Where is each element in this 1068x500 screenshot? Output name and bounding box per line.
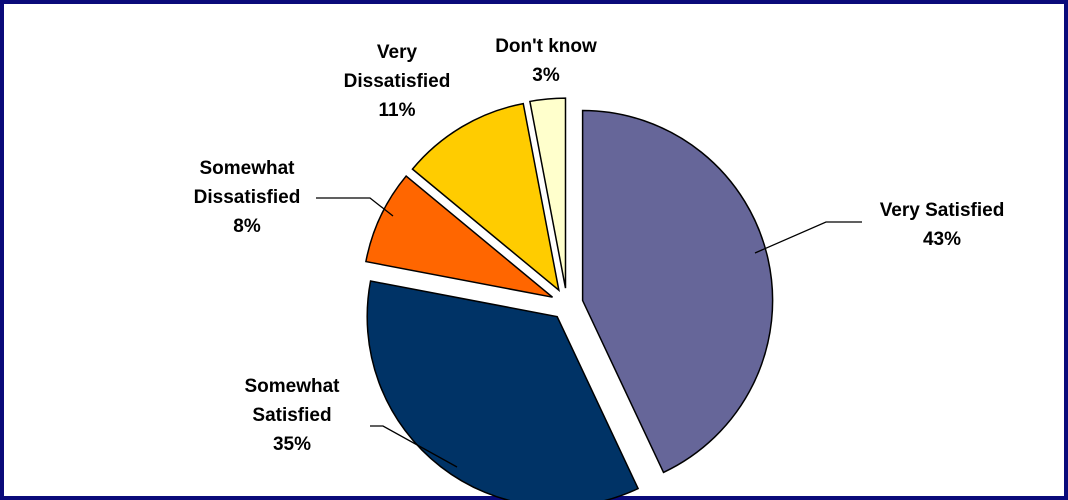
- data-label-line: Satisfied: [252, 405, 331, 426]
- data-label-line: Somewhat: [199, 158, 295, 179]
- data-label-line: 8%: [233, 216, 261, 237]
- data-label-line: Very Satisfied: [880, 200, 1005, 221]
- data-label-line: Very: [377, 42, 418, 63]
- data-label-line: 43%: [923, 229, 961, 250]
- data-label-somewhat-satisfied: Somewhat Satisfied 35%: [244, 376, 340, 455]
- data-label-line: Don't know: [495, 36, 597, 57]
- data-label-line: 35%: [273, 434, 311, 455]
- data-label-line: 11%: [379, 100, 416, 121]
- data-label-line: Somewhat: [244, 376, 340, 397]
- leader-line-very-satisfied: [755, 222, 862, 253]
- data-label-line: Dissatisfied: [194, 187, 301, 208]
- data-label-don-t-know: Don't know 3%: [495, 36, 597, 86]
- data-label-line: 3%: [532, 65, 560, 86]
- data-label-very-dissatisfied: Very Dissatisfied 11%: [344, 42, 451, 121]
- data-label-somewhat-dissatisfied: Somewhat Dissatisfied 8%: [194, 158, 301, 237]
- data-label-line: Dissatisfied: [344, 71, 451, 92]
- pie-slice-very-satisfied: [583, 111, 773, 473]
- data-label-very-satisfied: Very Satisfied 43%: [880, 200, 1005, 250]
